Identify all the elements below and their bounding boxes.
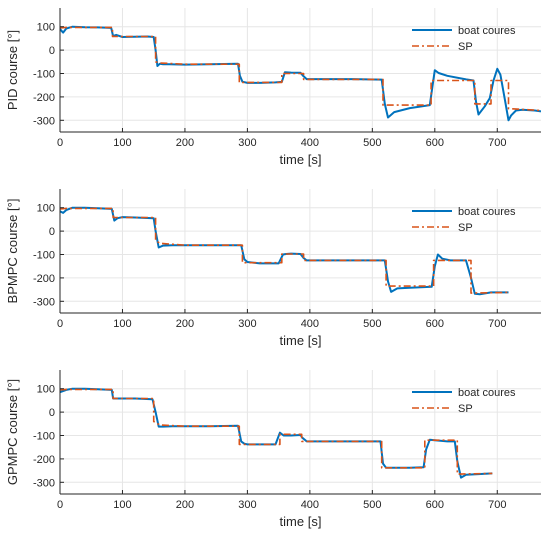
legend-label: SP: [458, 41, 473, 53]
y-tick-label: 0: [49, 226, 55, 238]
x-tick-label: 700: [488, 137, 506, 149]
plot-area: [60, 8, 541, 132]
plot-area: [60, 189, 541, 313]
x-tick-label: 200: [176, 318, 194, 330]
legend: boat coures SP: [412, 25, 516, 53]
y-tick-label: -200: [33, 92, 55, 104]
x-tick-label: 0: [57, 318, 63, 330]
x-tick-label: 700: [488, 499, 506, 511]
x-tick-label: 600: [426, 499, 444, 511]
series-line-boat-coures: [60, 206, 509, 296]
x-tick-label: 0: [57, 499, 63, 511]
y-tick-label: -300: [33, 477, 55, 489]
chart-panel-3: 0 100 200 300 400 500 600 700 100 0 -100 -200 -300 ti…: [5, 370, 541, 529]
x-tick-label: 600: [426, 137, 444, 149]
y-tick-label: -100: [33, 69, 55, 81]
y-tick-label: 100: [37, 203, 55, 215]
legend: boat coures SP: [412, 206, 516, 234]
y-tick-label: 0: [49, 407, 55, 419]
legend-label: SP: [458, 403, 473, 415]
x-tick-label: 400: [301, 499, 319, 511]
y-tick-label: -200: [33, 273, 55, 285]
y-tick-label: 100: [37, 22, 55, 34]
x-tick-label: 300: [238, 137, 256, 149]
y-tick-label: -100: [33, 250, 55, 262]
x-tick-label: 200: [176, 499, 194, 511]
x-tick-label: 500: [363, 318, 381, 330]
x-tick-label: 700: [488, 318, 506, 330]
legend: boat coures SP: [412, 387, 516, 415]
x-tick-label: 400: [301, 137, 319, 149]
y-axis-label: BPMPC course [°]: [5, 199, 20, 304]
series-line-sp: [60, 26, 541, 112]
x-tick-label: 100: [113, 499, 131, 511]
x-axis-label: time [s]: [280, 333, 322, 348]
series-line-sp: [60, 388, 493, 475]
x-tick-label: 500: [363, 499, 381, 511]
x-tick-label: 300: [238, 318, 256, 330]
y-axis-label: GPMPC course [°]: [5, 379, 20, 485]
y-tick-label: -100: [33, 431, 55, 443]
series-line-boat-coures: [60, 387, 493, 479]
y-tick-label: 100: [37, 384, 55, 396]
x-tick-label: 200: [176, 137, 194, 149]
legend-label: boat coures: [458, 387, 516, 399]
x-tick-label: 500: [363, 137, 381, 149]
x-tick-label: 0: [57, 137, 63, 149]
y-axis-label: PID course [°]: [5, 30, 20, 110]
x-tick-label: 100: [113, 137, 131, 149]
x-axis-label: time [s]: [280, 514, 322, 529]
legend-label: boat coures: [458, 25, 516, 37]
legend-label: boat coures: [458, 206, 516, 218]
y-tick-label: 0: [49, 45, 55, 57]
chart-panel-1: 0 100 200 300 400 500 600 700 100 0 -100 -200 -300 ti…: [5, 8, 541, 167]
x-tick-label: 400: [301, 318, 319, 330]
y-tick-label: -300: [33, 115, 55, 127]
legend-label: SP: [458, 222, 473, 234]
series-line-sp: [60, 207, 509, 294]
y-tick-label: -200: [33, 454, 55, 466]
x-tick-label: 300: [238, 499, 256, 511]
x-axis-label: time [s]: [280, 152, 322, 167]
x-tick-label: 100: [113, 318, 131, 330]
chart-panel-2: 0 100 200 300 400 500 600 700 100 0 -100 -200 -300 ti…: [5, 189, 541, 348]
y-tick-label: -300: [33, 296, 55, 308]
x-tick-label: 600: [426, 318, 444, 330]
